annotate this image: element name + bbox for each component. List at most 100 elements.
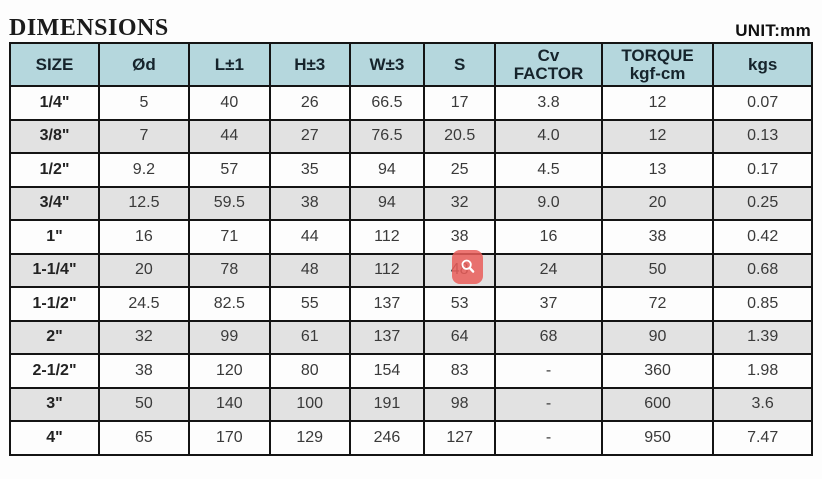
header-row: SIZE Ød L±1 H±3 W±3 S Cv FACTOR TORQUE kgf-cm kgs bbox=[8, 42, 813, 87]
value-cell: 44 bbox=[268, 219, 351, 255]
value-cell: 38 bbox=[98, 353, 190, 389]
value-cell: 5 bbox=[98, 85, 190, 121]
value-cell: 16 bbox=[98, 219, 190, 255]
column-header: W±3 bbox=[348, 42, 426, 87]
size-cell: 1-1/2" bbox=[8, 286, 101, 322]
value-cell: 99 bbox=[187, 319, 271, 355]
value-cell: 24.5 bbox=[98, 286, 190, 322]
value-cell: 3.8 bbox=[494, 85, 603, 121]
value-cell: 44 bbox=[187, 118, 271, 154]
value-cell: 57 bbox=[187, 152, 271, 188]
value-cell: 13 bbox=[600, 152, 715, 188]
column-header-label: SIZE bbox=[35, 54, 74, 74]
value-cell: 129 bbox=[268, 420, 351, 456]
value-cell: 0.85 bbox=[712, 286, 813, 322]
value-cell: 9.0 bbox=[494, 185, 603, 221]
value-cell: 61 bbox=[268, 319, 351, 355]
table-row: 3/8" 7 44 27 76.5 20.5 4.0 12 0.13 bbox=[8, 118, 813, 154]
value-cell: 140 bbox=[187, 386, 271, 422]
value-cell: 38 bbox=[423, 219, 497, 255]
column-header-label: W±3 bbox=[369, 54, 405, 74]
value-cell: 3.6 bbox=[712, 386, 813, 422]
value-cell: 137 bbox=[348, 319, 426, 355]
table-row: 2-1/2" 38 120 80 154 83-360 1.98 bbox=[8, 353, 813, 389]
unit-label: UNIT:mm bbox=[735, 21, 811, 40]
table-row: 1/4" 5 40 26 66.5 17 3.8 12 0.07 bbox=[8, 85, 813, 121]
value-cell: - bbox=[494, 386, 603, 422]
table-row: 1-1/2" 24.5 82.5 55 137 53 37 72 0.85 bbox=[8, 286, 813, 322]
value-cell: 4.0 bbox=[494, 118, 603, 154]
value-cell: 12 bbox=[600, 85, 715, 121]
size-cell: 1/2" bbox=[8, 152, 101, 188]
value-cell: 83 bbox=[423, 353, 497, 389]
column-header-label: TORQUE bbox=[621, 45, 694, 65]
column-header-label: L±1 bbox=[214, 54, 244, 74]
top-bar: DIMENSIONS UNIT:mm bbox=[9, 6, 813, 42]
size-cell: 3/8" bbox=[8, 118, 101, 154]
value-cell: 32 bbox=[423, 185, 497, 221]
value-cell: 0.07 bbox=[712, 85, 813, 121]
value-cell: 0.13 bbox=[712, 118, 813, 154]
size-cell: 3/4" bbox=[8, 185, 101, 221]
value-cell: 53 bbox=[423, 286, 497, 322]
value-cell: 98 bbox=[423, 386, 497, 422]
column-header-label: H±3 bbox=[294, 54, 326, 74]
value-cell: 80 bbox=[268, 353, 351, 389]
size-cell: 1/4" bbox=[8, 85, 101, 121]
value-cell: 26 bbox=[268, 85, 351, 121]
table-row: 3" 50 140 100 191 98-600 3.6 bbox=[8, 386, 813, 422]
size-cell: 4" bbox=[8, 420, 101, 456]
table-row: 3/4" 12.5 59.5 38 94 32 9.0 20 0.25 bbox=[8, 185, 813, 221]
value-cell: 12.5 bbox=[98, 185, 190, 221]
magnifier-icon bbox=[457, 256, 479, 278]
value-cell: 24 bbox=[494, 252, 603, 288]
value-cell: 20.5 bbox=[423, 118, 497, 154]
column-header-label: Cv bbox=[537, 45, 560, 65]
column-header: SIZE bbox=[8, 42, 101, 87]
page-title: DIMENSIONS bbox=[9, 15, 169, 41]
value-cell: 120 bbox=[187, 353, 271, 389]
value-cell: 78 bbox=[187, 252, 271, 288]
dimensions-table: SIZE Ød L±1 H±3 W±3 S Cv FACTOR TORQUE kgf-cm kgs … bbox=[8, 42, 813, 456]
column-header-label: S bbox=[454, 54, 466, 74]
column-header: L±1 bbox=[187, 42, 271, 87]
column-header: Cv FACTOR bbox=[494, 42, 603, 87]
size-cell: 1-1/4" bbox=[8, 252, 101, 288]
value-cell: 246 bbox=[348, 420, 426, 456]
value-cell: 50 bbox=[98, 386, 190, 422]
size-cell: 2-1/2" bbox=[8, 353, 101, 389]
value-cell: 50 bbox=[600, 252, 715, 288]
value-cell: 68 bbox=[494, 319, 603, 355]
value-cell: 35 bbox=[268, 152, 351, 188]
column-header: S bbox=[423, 42, 497, 87]
value-cell: 20 bbox=[600, 185, 715, 221]
value-cell: 40 bbox=[187, 85, 271, 121]
value-cell: 38 bbox=[600, 219, 715, 255]
value-cell: 94 bbox=[348, 185, 426, 221]
column-header-label: kgs bbox=[748, 54, 778, 74]
magnifier-overlay-badge bbox=[452, 250, 483, 284]
value-cell: 16 bbox=[494, 219, 603, 255]
value-cell: 600 bbox=[600, 386, 715, 422]
table-row: 1-1/4"2078481124824500.68 bbox=[8, 252, 813, 288]
value-cell: 66.5 bbox=[348, 85, 426, 121]
table-body: 1/4" 5 40 26 66.5 17 3.8 12 0.07 3/8" 7 44 27 76.5 20.… bbox=[8, 85, 813, 456]
value-cell: 71 bbox=[187, 219, 271, 255]
value-cell: 1.98 bbox=[712, 353, 813, 389]
value-cell: 27 bbox=[268, 118, 351, 154]
value-cell: 154 bbox=[348, 353, 426, 389]
value-cell: 112 bbox=[348, 252, 426, 288]
value-cell: 38 bbox=[268, 185, 351, 221]
value-cell: 360 bbox=[600, 353, 715, 389]
column-header-label: FACTOR bbox=[513, 63, 584, 83]
value-cell: 127 bbox=[423, 420, 497, 456]
value-cell: 25 bbox=[423, 152, 497, 188]
value-cell: 94 bbox=[348, 152, 426, 188]
column-header-label: kgf-cm bbox=[629, 63, 686, 83]
value-cell: 32 bbox=[98, 319, 190, 355]
size-cell: 3" bbox=[8, 386, 101, 422]
value-cell: 100 bbox=[268, 386, 351, 422]
value-cell: 1.39 bbox=[712, 319, 813, 355]
table-row: 4" 65 170 129 246 127-950 7.47 bbox=[8, 420, 813, 456]
value-cell: 7 bbox=[98, 118, 190, 154]
